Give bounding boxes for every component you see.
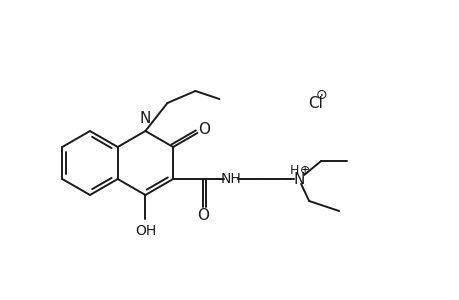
Text: O: O: [198, 122, 210, 136]
Text: ⊕: ⊕: [299, 164, 310, 176]
Text: Cl: Cl: [308, 95, 322, 110]
Text: N: N: [293, 172, 304, 187]
Text: OH: OH: [134, 224, 156, 238]
Text: NH: NH: [220, 172, 241, 186]
Text: H: H: [289, 164, 298, 176]
Text: O: O: [197, 208, 209, 224]
Text: N: N: [140, 111, 151, 126]
Text: ⊙: ⊙: [315, 88, 327, 102]
